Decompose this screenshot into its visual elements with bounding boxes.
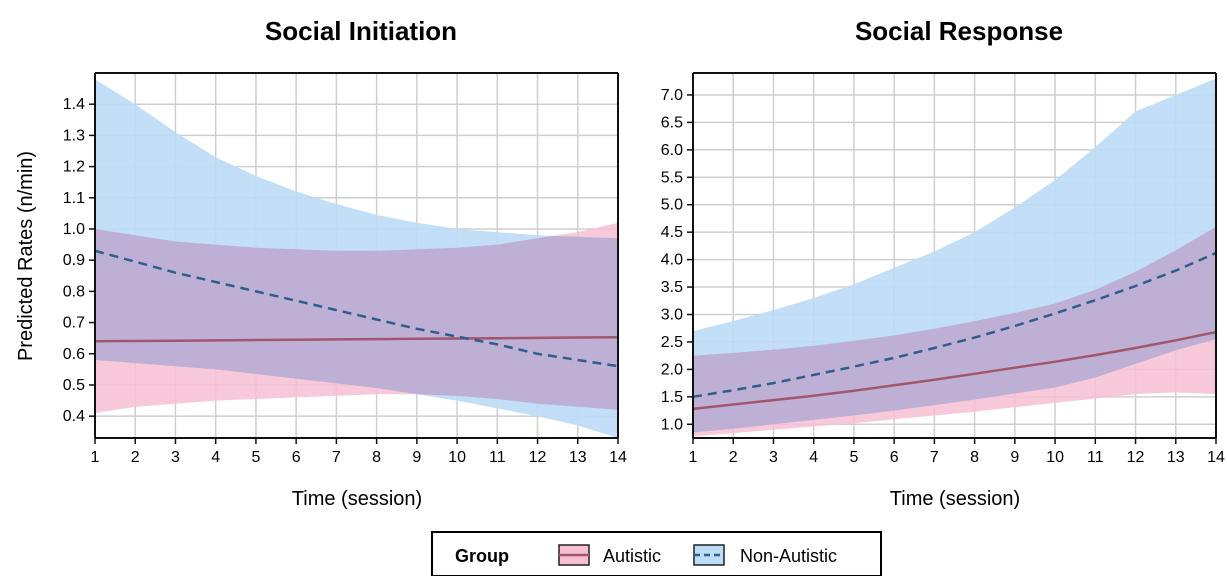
y-tick-label: 3.5 (661, 279, 683, 296)
x-tick-label: 7 (332, 449, 341, 466)
x-axis-label: Time (session) (292, 488, 422, 510)
legend-item-non-autistic: Non-Autistic (693, 544, 837, 566)
legend-title: Group (455, 546, 509, 566)
legend-label-autistic: Autistic (603, 546, 661, 566)
y-tick-label: 7.0 (661, 87, 683, 104)
x-tick-label: 12 (1127, 449, 1145, 466)
x-tick-label: 1 (689, 449, 698, 466)
y-tick-label: 2.5 (661, 334, 683, 351)
y-tick-label: 6.5 (661, 114, 683, 131)
x-tick-label: 2 (729, 449, 738, 466)
x-tick-label: 10 (1046, 449, 1064, 466)
y-tick-label: 1.1 (63, 190, 85, 207)
y-tick-label: 1.2 (63, 159, 85, 176)
x-tick-label: 5 (849, 449, 858, 466)
chart-title: Social Initiation (265, 16, 457, 46)
x-tick-label: 3 (769, 449, 778, 466)
y-tick-label: 1.0 (661, 416, 683, 433)
x-tick-label: 3 (171, 449, 180, 466)
x-tick-label: 13 (569, 449, 587, 466)
y-tick-label: 0.7 (63, 315, 85, 332)
x-tick-label: 5 (251, 449, 260, 466)
legend-item-autistic: Autistic (558, 544, 661, 566)
y-axis-label: Predicted Rates (n/min) (15, 151, 37, 361)
x-tick-label: 2 (131, 449, 140, 466)
plot-area (95, 79, 618, 438)
x-tick-label: 9 (412, 449, 421, 466)
y-tick-label: 3.0 (661, 307, 683, 324)
chart-title: Social Response (855, 16, 1063, 46)
plot-area (693, 78, 1216, 437)
ci-band-autistic (693, 226, 1216, 437)
x-tick-label: 4 (809, 449, 818, 466)
y-tick-label: 1.0 (63, 221, 85, 238)
ci-band-autistic (95, 222, 618, 413)
legend-label-non-autistic: Non-Autistic (740, 546, 837, 566)
x-tick-label: 8 (372, 449, 381, 466)
x-tick-label: 13 (1167, 449, 1185, 466)
y-tick-label: 6.0 (661, 142, 683, 159)
y-tick-label: 4.0 (661, 252, 683, 269)
y-tick-label: 0.4 (63, 408, 85, 425)
x-tick-label: 10 (448, 449, 466, 466)
x-tick-label: 6 (890, 449, 899, 466)
x-tick-label: 1 (91, 449, 100, 466)
x-tick-label: 11 (1087, 449, 1104, 466)
series-line-autistic (95, 335, 618, 343)
x-axis-label: Time (session) (890, 488, 1020, 510)
y-tick-label: 2.0 (661, 361, 683, 378)
x-tick-label: 14 (609, 449, 627, 466)
x-tick-label: 6 (292, 449, 301, 466)
y-tick-label: 0.9 (63, 252, 85, 269)
y-tick-label: 1.4 (63, 96, 85, 113)
chart-social-initiation: Social Initiation Time (session) Predict… (15, 16, 627, 510)
y-tick-label: 4.5 (661, 224, 683, 241)
y-tick-label: 1.5 (661, 389, 683, 406)
x-tick-label: 7 (930, 449, 939, 466)
x-tick-label: 14 (1207, 449, 1225, 466)
x-tick-label: 11 (489, 449, 506, 466)
x-tick-label: 9 (1010, 449, 1019, 466)
x-tick-label: 4 (211, 449, 220, 466)
y-tick-label: 5.5 (661, 169, 683, 186)
legend: Group Autistic Non-Autistic (431, 531, 882, 576)
y-tick-label: 1.3 (63, 127, 85, 144)
y-tick-label: 0.8 (63, 283, 85, 300)
y-tick-label: 5.0 (661, 197, 683, 214)
y-tick-label: 0.6 (63, 346, 85, 363)
x-tick-label: 12 (529, 449, 547, 466)
x-tick-label: 8 (970, 449, 979, 466)
series-line-non-autistic (95, 249, 618, 368)
series-line-autistic (693, 330, 1216, 411)
y-tick-label: 0.5 (63, 377, 85, 394)
legend-frame (431, 531, 882, 576)
